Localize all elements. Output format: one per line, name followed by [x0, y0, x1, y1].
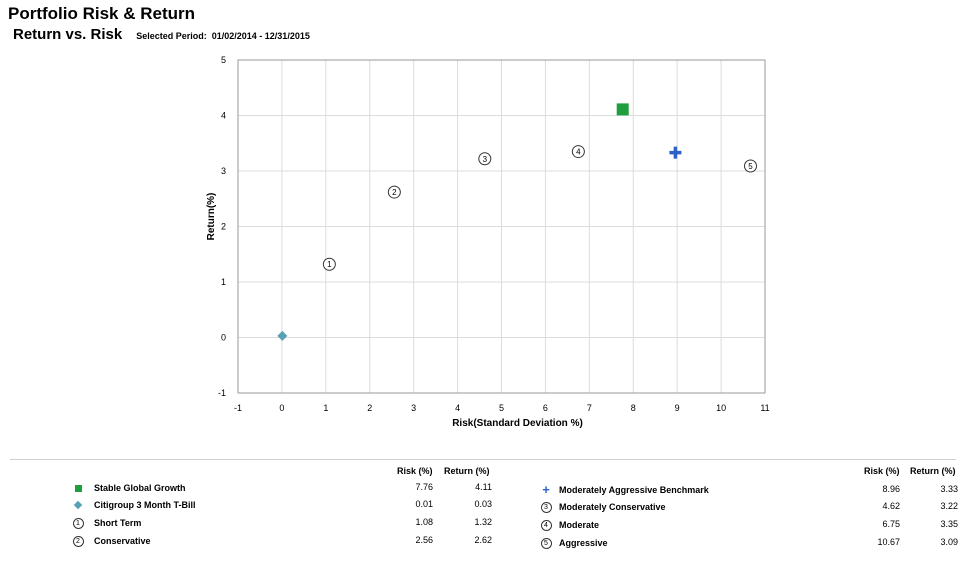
legend-symbol: + — [540, 482, 552, 497]
legend-risk-value: 1.08 — [415, 517, 433, 527]
legend-series-name: Moderately Aggressive Benchmark — [559, 485, 709, 495]
legend-series-name: Moderately Conservative — [559, 502, 666, 512]
legend-series-name: Conservative — [94, 536, 151, 546]
legend-return-value: 3.33 — [940, 484, 958, 494]
circled-number-marker: 1 — [72, 517, 84, 529]
y-tick-label: 4 — [221, 111, 226, 121]
moderately-conservative-point — [478, 152, 492, 166]
subtitle-row: Return vs. Risk Selected Period: 01/02/20… — [13, 26, 310, 43]
legend-item-moderately-conservative: 3 Moderately Conservative 4.62 3.22 — [0, 501, 969, 515]
legend-risk-value: 4.62 — [882, 501, 900, 511]
conservative-point — [387, 185, 401, 199]
legend-item-conservative: 2 Conservative 2.56 2.62 — [0, 535, 969, 549]
legend-risk-value: 6.75 — [882, 519, 900, 529]
moderate-point — [571, 145, 585, 159]
y-tick-label: 0 — [221, 333, 226, 343]
x-tick-label: 5 — [499, 403, 504, 413]
legend-return-value: 3.09 — [940, 537, 958, 547]
selected-period: Selected Period: 01/02/2014 - 12/31/2015 — [136, 31, 310, 41]
legend-return-value: 3.22 — [940, 501, 958, 511]
legend-risk-header: Risk (%) — [397, 466, 433, 476]
circled-number-marker: 4 — [540, 519, 552, 531]
legend-return-value: 0.03 — [474, 499, 492, 509]
legend-item-moderate: 4 Moderate 6.75 3.35 — [0, 519, 969, 533]
x-tick-label: 2 — [367, 403, 372, 413]
aggressive-point-label: 5 — [748, 162, 753, 171]
legend-return-value: 2.62 — [474, 535, 492, 545]
short-term-point — [322, 257, 336, 271]
legend-risk-header: Risk (%) — [864, 466, 900, 476]
legend-divider — [10, 459, 956, 460]
legend-symbol: 4 — [540, 519, 552, 531]
legend-symbol: 2 — [72, 535, 84, 547]
legend-item-aggressive: 5 Aggressive 10.67 3.09 — [0, 537, 969, 551]
x-tick-label: -1 — [234, 403, 242, 413]
x-tick-label: 0 — [279, 403, 284, 413]
risk-return-scatter-chart: -1 0 1 2 3 4 5 6 7 8 9 10 11 -1 0 1 2 3 4 5 Risk(Standard De… — [206, 55, 770, 429]
page-title: Portfolio Risk & Return — [8, 4, 196, 23]
x-tick-label: 3 — [411, 403, 416, 413]
legend-return-value: 3.35 — [940, 519, 958, 529]
stable-global-growth-point — [616, 103, 629, 116]
moderately-conservative-point-label: 3 — [483, 155, 488, 164]
x-tick-label: 4 — [455, 403, 460, 413]
legend-symbol: 3 — [540, 501, 552, 513]
legend-symbol: 1 — [72, 517, 84, 529]
x-tick-label: 1 — [323, 403, 328, 413]
legend-risk-value: 8.96 — [882, 484, 900, 494]
legend-symbol: 5 — [540, 537, 552, 549]
legend-series-name: Moderate — [559, 520, 600, 530]
legend-risk-value: 0.01 — [415, 499, 433, 509]
legend-risk-value: 7.76 — [415, 482, 433, 492]
legend-series-name: Citigroup 3 Month T-Bill — [94, 500, 196, 510]
square-marker — [74, 484, 82, 492]
legend-risk-value: 10.67 — [877, 537, 900, 547]
y-tick-label: 2 — [221, 222, 226, 232]
y-tick-label: 5 — [221, 55, 226, 65]
legend-item-stable-global-growth: Stable Global Growth 7.76 4.11 — [0, 482, 969, 496]
legend-item-moderately-aggressive-benchmark: + Moderately Aggressive Benchmark 8.96 3.33 — [0, 482, 969, 498]
x-tick-label: 11 — [760, 403, 769, 413]
x-axis-label: Risk(Standard Deviation %) — [452, 418, 583, 429]
legend-series-name: Aggressive — [559, 538, 608, 548]
legend-risk-value: 2.56 — [415, 535, 433, 545]
plot-frame — [237, 59, 766, 394]
chart-subtitle: Return vs. Risk — [13, 26, 123, 43]
legend-series-name: Stable Global Growth — [94, 483, 186, 493]
legend-return-value: 1.32 — [474, 517, 492, 527]
legend-return-header: Return (%) — [444, 466, 490, 476]
short-term-point-label: 1 — [327, 260, 332, 269]
legend-return-value: 4.11 — [475, 482, 492, 492]
moderate-point-label: 4 — [576, 148, 581, 157]
x-tick-label: 8 — [631, 403, 636, 413]
legend-item-short-term: 1 Short Term 1.08 1.32 — [0, 517, 969, 531]
y-tick-label: -1 — [218, 388, 226, 398]
conservative-point-label: 2 — [392, 188, 397, 197]
x-tick-label: 7 — [587, 403, 592, 413]
x-tick-label: 6 — [543, 403, 548, 413]
moderately-aggressive-benchmark-point — [669, 146, 682, 159]
circled-number-marker: 3 — [540, 501, 552, 513]
period-label: Selected Period: — [136, 31, 207, 41]
aggressive-point — [744, 159, 758, 173]
y-tick-label: 3 — [221, 166, 226, 176]
legend-symbol — [72, 482, 84, 494]
y-tick-label: 1 — [221, 277, 226, 287]
period-value: 01/02/2014 - 12/31/2015 — [211, 31, 310, 41]
legend-series-name: Short Term — [94, 518, 142, 528]
x-tick-label: 9 — [675, 403, 680, 413]
legend-return-header: Return (%) — [910, 466, 956, 476]
y-axis-label: Return(%) — [206, 193, 217, 241]
citigroup-3-month-t-bill-point — [277, 330, 288, 341]
legend-item-citigroup-3-month-t-bill: Citigroup 3 Month T-Bill 0.01 0.03 — [0, 499, 969, 513]
plus-marker: + — [542, 482, 550, 497]
x-tick-label: 10 — [716, 403, 726, 413]
circled-number-marker: 2 — [72, 535, 84, 547]
circled-number-marker: 5 — [540, 537, 552, 549]
